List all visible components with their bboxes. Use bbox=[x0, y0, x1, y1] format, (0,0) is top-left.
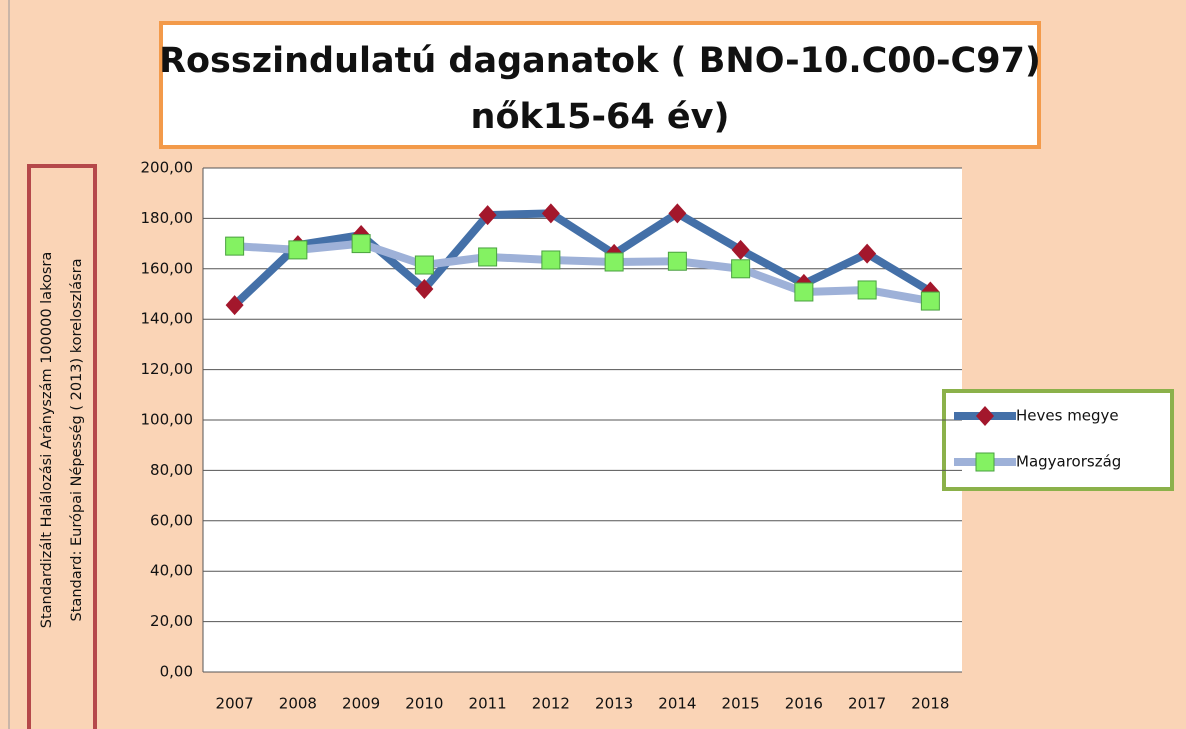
data-point bbox=[478, 247, 498, 267]
data-point bbox=[667, 251, 687, 271]
legend-box bbox=[942, 389, 1174, 491]
legend-label: Heves megye bbox=[1016, 407, 1119, 425]
legend-marker bbox=[976, 406, 994, 426]
data-point bbox=[858, 243, 877, 264]
y-axis-label: Standardizált Halálozási Arányszám 10000… bbox=[39, 252, 55, 628]
x-tick-label: 2015 bbox=[722, 695, 760, 713]
x-tick-label: 2013 bbox=[595, 695, 633, 713]
data-point bbox=[414, 255, 434, 275]
x-tick-label: 2017 bbox=[848, 695, 886, 713]
data-point bbox=[668, 203, 687, 224]
data-point bbox=[478, 205, 497, 226]
y-tick-label: 100,00 bbox=[141, 411, 194, 429]
x-tick-label: 2014 bbox=[658, 695, 696, 713]
x-tick-label: 2008 bbox=[279, 695, 317, 713]
y-tick-label: 80,00 bbox=[150, 461, 193, 479]
y-tick-label: 200,00 bbox=[141, 159, 194, 177]
series-line bbox=[234, 239, 932, 305]
y-tick-label: 180,00 bbox=[141, 209, 194, 227]
data-point bbox=[857, 280, 877, 300]
data-point bbox=[794, 282, 814, 302]
data-point bbox=[225, 236, 245, 256]
data-point bbox=[288, 240, 308, 260]
data-point bbox=[604, 252, 624, 272]
data-point bbox=[225, 295, 244, 316]
legend-label: Magyarország bbox=[1016, 453, 1121, 471]
legend-marker bbox=[975, 452, 995, 472]
x-tick-label: 2011 bbox=[469, 695, 507, 713]
data-point bbox=[351, 234, 371, 254]
y-label-box bbox=[27, 164, 97, 729]
x-tick-label: 2009 bbox=[342, 695, 380, 713]
y-tick-label: 60,00 bbox=[150, 511, 193, 529]
data-point bbox=[731, 239, 750, 260]
y-axis-label: Standard: Európai Népesség ( 2013) korel… bbox=[69, 259, 85, 622]
y-tick-label: 140,00 bbox=[141, 310, 194, 328]
data-point bbox=[541, 250, 561, 270]
data-point bbox=[731, 259, 751, 279]
chart-title: Rosszindulatú daganatok ( BNO-10.C00-C97… bbox=[159, 41, 1041, 81]
title-box bbox=[159, 21, 1041, 149]
x-tick-label: 2016 bbox=[785, 695, 823, 713]
y-tick-label: 40,00 bbox=[150, 562, 193, 580]
data-point bbox=[920, 291, 940, 311]
data-point bbox=[541, 203, 560, 224]
data-point bbox=[415, 278, 434, 299]
y-tick-label: 120,00 bbox=[141, 360, 194, 378]
y-tick-label: 160,00 bbox=[141, 259, 194, 277]
x-tick-label: 2007 bbox=[216, 695, 254, 713]
chart-title: nők15-64 év) bbox=[471, 97, 730, 137]
y-tick-label: 0,00 bbox=[160, 663, 193, 681]
x-tick-label: 2010 bbox=[405, 695, 443, 713]
x-tick-label: 2012 bbox=[532, 695, 570, 713]
x-tick-label: 2018 bbox=[911, 695, 949, 713]
series-line bbox=[231, 209, 933, 308]
y-tick-label: 20,00 bbox=[150, 612, 193, 630]
